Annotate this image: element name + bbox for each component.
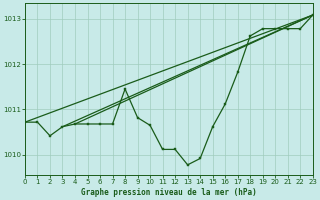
X-axis label: Graphe pression niveau de la mer (hPa): Graphe pression niveau de la mer (hPa) bbox=[81, 188, 257, 197]
